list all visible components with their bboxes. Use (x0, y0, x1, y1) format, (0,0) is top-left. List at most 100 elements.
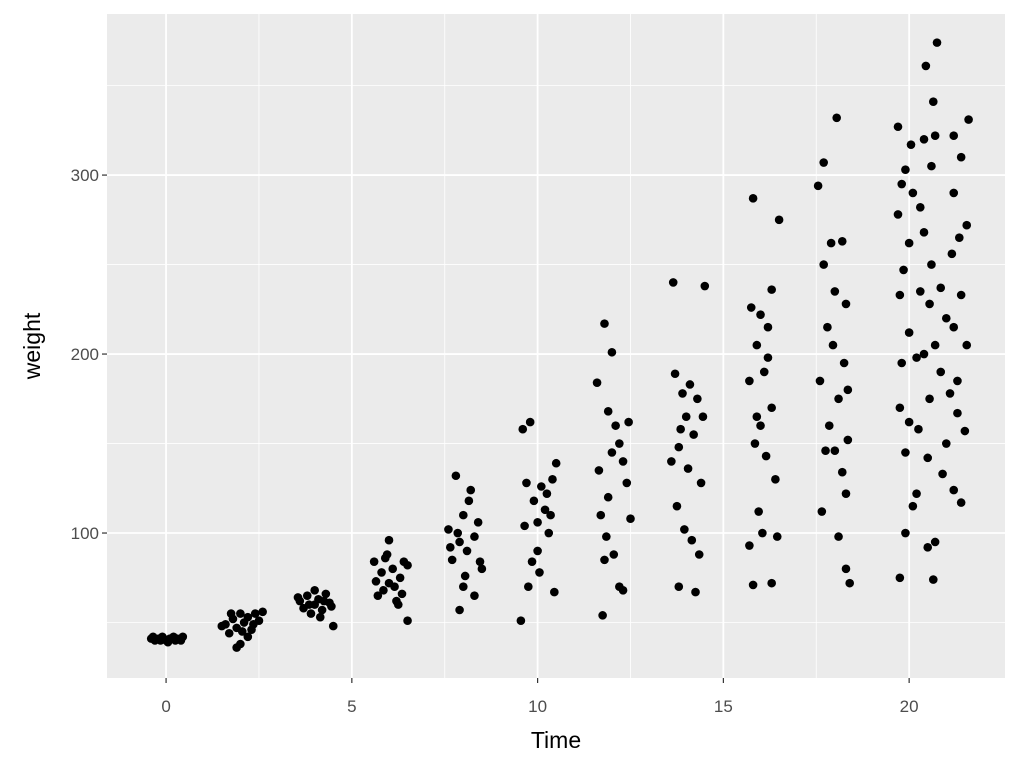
point (901, 528, 910, 538)
point (527, 557, 537, 566)
point (949, 485, 959, 495)
point (691, 587, 700, 597)
point (600, 555, 609, 565)
point (542, 489, 552, 498)
point (752, 340, 762, 350)
point (529, 496, 539, 506)
point (681, 412, 691, 421)
point (845, 578, 854, 588)
point (596, 510, 606, 520)
y-tick-label: 300 (71, 166, 99, 185)
point (470, 591, 479, 600)
point (163, 637, 173, 647)
point (956, 290, 966, 300)
point (936, 283, 946, 293)
point (156, 636, 165, 645)
point (148, 632, 158, 642)
point (949, 131, 959, 141)
point (899, 265, 908, 275)
point (828, 340, 838, 350)
point (945, 389, 955, 398)
point (310, 586, 319, 595)
point (824, 421, 834, 430)
point (921, 61, 931, 71)
point (767, 403, 776, 413)
point (938, 469, 947, 479)
point (520, 521, 529, 531)
point (904, 238, 914, 248)
point (841, 564, 851, 574)
point (953, 376, 962, 386)
point (243, 632, 253, 642)
y-tick-label: 100 (71, 524, 99, 543)
point (834, 394, 843, 404)
point (397, 589, 407, 599)
point (607, 448, 617, 457)
point (455, 605, 464, 615)
point (451, 471, 461, 481)
point (624, 417, 633, 427)
point (915, 202, 925, 212)
point (767, 578, 776, 588)
point (919, 349, 929, 359)
point (672, 501, 682, 511)
point (459, 582, 468, 592)
point (548, 475, 557, 484)
point (384, 535, 394, 545)
point (904, 417, 914, 427)
point (232, 643, 241, 652)
point (830, 287, 840, 296)
point (761, 451, 771, 461)
point (328, 621, 338, 631)
point (602, 532, 611, 541)
point (550, 587, 559, 597)
point (535, 568, 544, 577)
point (895, 403, 905, 413)
point (369, 557, 379, 566)
point (837, 467, 847, 477)
point (393, 600, 403, 609)
point (611, 421, 620, 430)
point (759, 367, 769, 377)
point (668, 278, 678, 287)
point (217, 621, 227, 631)
x-tick-label: 10 (528, 697, 547, 716)
point (841, 299, 851, 309)
point (678, 389, 687, 398)
point (327, 602, 336, 611)
point (819, 260, 828, 269)
point (750, 439, 760, 448)
point (748, 194, 758, 203)
point (680, 525, 689, 534)
point (752, 412, 762, 421)
point (906, 140, 916, 149)
point (841, 489, 851, 498)
point (758, 528, 767, 538)
point (237, 627, 247, 636)
point (551, 458, 561, 468)
point (689, 430, 698, 439)
point (453, 528, 463, 538)
point (379, 586, 388, 595)
point (533, 517, 542, 527)
point (826, 238, 836, 248)
point (923, 543, 933, 552)
point (956, 152, 966, 162)
point (901, 448, 910, 457)
point (321, 589, 331, 599)
point (395, 573, 405, 583)
point (908, 188, 918, 198)
point (932, 38, 942, 47)
point (912, 489, 921, 498)
point (962, 340, 972, 350)
point (927, 260, 936, 269)
point (382, 550, 392, 559)
point (447, 555, 457, 565)
point (815, 376, 825, 386)
point (315, 612, 325, 622)
point (250, 609, 260, 618)
point (525, 417, 535, 427)
point (403, 616, 412, 626)
point (904, 328, 914, 337)
point (687, 535, 697, 545)
